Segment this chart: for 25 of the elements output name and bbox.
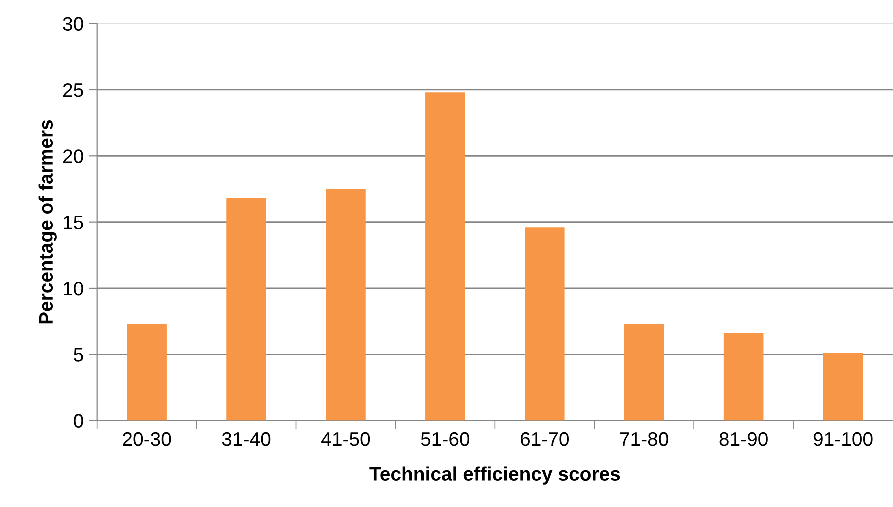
bar xyxy=(326,189,366,421)
bar xyxy=(823,353,864,421)
x-tick-label: 91-100 xyxy=(814,432,873,446)
x-tick-label: 20-30 xyxy=(123,432,172,446)
x-tick-label: 51-60 xyxy=(421,432,470,446)
x-tick-label: 71-80 xyxy=(620,432,668,446)
y-tick-label: 30 xyxy=(63,17,84,32)
bar xyxy=(127,324,167,421)
y-tick-label: 10 xyxy=(64,282,84,296)
bar xyxy=(525,228,565,421)
x-tick-label: 61-70 xyxy=(521,432,570,446)
x-axis-title: Technical efficiency scores xyxy=(370,466,620,485)
y-tick-label: 20 xyxy=(63,150,84,164)
bar xyxy=(426,92,466,421)
x-tick-label: 81-90 xyxy=(720,432,768,446)
y-axis-title: Percentage of farmers xyxy=(38,120,57,324)
x-tick-label: 31-40 xyxy=(222,432,271,446)
x-tick-label: 41-50 xyxy=(322,432,370,446)
bar xyxy=(624,324,664,421)
y-tick-label: 5 xyxy=(74,348,84,362)
y-tick-label: 25 xyxy=(63,83,84,98)
y-tick-label: 15 xyxy=(64,216,84,230)
bar xyxy=(724,333,764,421)
y-tick-label: 0 xyxy=(74,414,84,428)
bar xyxy=(226,198,266,421)
